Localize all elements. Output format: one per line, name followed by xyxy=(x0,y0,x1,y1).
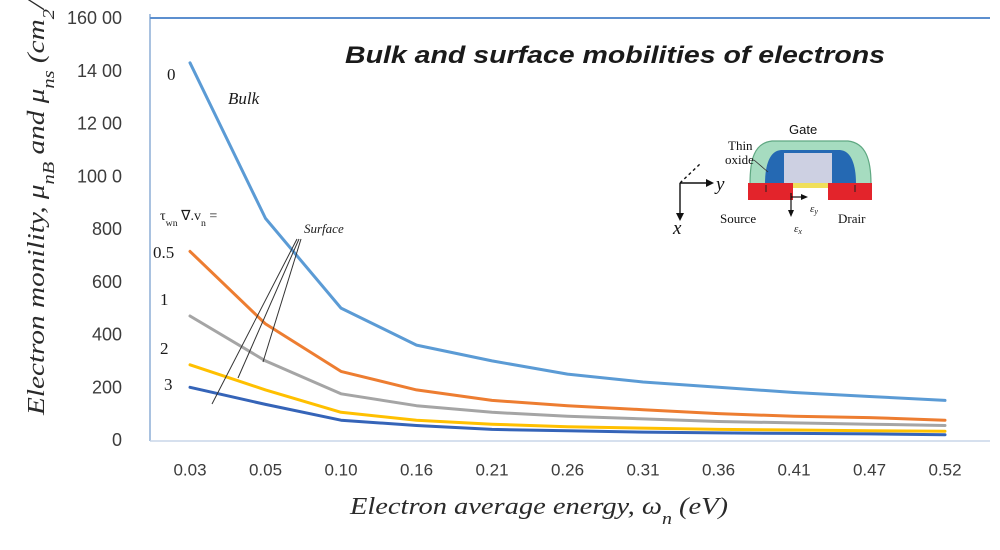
x-axis-label-part: ω xyxy=(642,494,662,520)
y-tick-label: 200 xyxy=(92,377,122,397)
y-axis-label: Electron monility, μnB and μns (cm2/V xyxy=(24,0,58,416)
y-axis-label-part: ns xyxy=(39,70,58,89)
x-tick-label: 0.16 xyxy=(400,461,433,480)
y-tick-label: 600 xyxy=(92,272,122,292)
series-line-0 xyxy=(188,61,947,402)
field-y-label: εy xyxy=(810,203,818,216)
y-axis-label-part: /V xyxy=(24,0,50,11)
y-axis-label-part: and xyxy=(24,103,50,161)
bulk-annotation: Bulk xyxy=(228,89,260,108)
inset-y-axis-label: y xyxy=(714,174,725,195)
y-tick-label: 14 00 xyxy=(77,61,122,81)
surface-annotation: Surface xyxy=(304,221,344,236)
x-tick-label: 0.52 xyxy=(928,461,961,480)
drain-region xyxy=(828,183,872,200)
field-x-arrowhead-icon xyxy=(788,210,794,217)
y-axis-label-part: μ xyxy=(24,184,50,200)
series-line-3 xyxy=(188,385,947,437)
y-arrowhead-icon xyxy=(706,179,714,187)
x-tick-label: 0.47 xyxy=(853,461,886,480)
x-axis-label-part: n xyxy=(662,509,672,528)
thin-oxide-label-line1: Thin xyxy=(728,138,753,153)
series-lines xyxy=(188,61,947,437)
x-axis-label-part: (eV) xyxy=(672,494,728,520)
x-tick-label: 0.26 xyxy=(551,461,584,480)
y-axis-label-part: 2 xyxy=(39,8,58,19)
parameter-annotation: τwn ∇.vn = xyxy=(160,209,217,229)
y-axis-label-part: Electron monility, xyxy=(24,199,50,416)
surface-leader-line xyxy=(262,238,302,363)
channel-region xyxy=(793,183,828,188)
parameter-annotation-part: τ xyxy=(160,209,166,224)
y-axis-label-part: nB xyxy=(39,162,58,185)
x-tick-label: 0.05 xyxy=(249,461,282,480)
x-tick-label: 0.31 xyxy=(626,461,659,480)
inset-x-axis-label: x xyxy=(672,218,682,239)
thin-oxide-label-line2: oxide xyxy=(725,152,754,167)
y-axis-label-part: μ xyxy=(24,89,50,105)
field-y-symbol: ε xyxy=(810,203,815,215)
y-tick-label: 400 xyxy=(92,325,122,345)
field-y-subscript: y xyxy=(813,207,818,216)
chart-title: Bulk and surface mobilities of electrons xyxy=(345,42,885,69)
field-x-subscript: x xyxy=(797,227,802,236)
oxide-leader-line xyxy=(753,159,769,173)
x-tick-labels: 0.03 0.05 0.10 0.16 0.21 0.26 0.31 0.36 0.41 0.47… xyxy=(173,461,961,480)
x-tick-label: 0.03 xyxy=(173,461,206,480)
field-x-symbol: ε xyxy=(794,223,799,235)
y-tick-labels: 0 200 400 600 800 100 0 12 00 14 00 160 00 xyxy=(67,8,122,450)
field-x-label: εx xyxy=(794,223,802,236)
surface-leader-line xyxy=(211,238,298,405)
x-axis-label-part: Electron average energy, xyxy=(349,494,642,520)
x-tick-label: 0.41 xyxy=(777,461,810,480)
parameter-annotation-part: wn xyxy=(166,218,178,229)
series-line-0-5 xyxy=(188,249,947,422)
field-y-arrowhead-icon xyxy=(801,194,808,200)
series-line-2 xyxy=(188,363,947,433)
y-tick-label: 12 00 xyxy=(77,114,122,134)
parameter-annotation-part: n xyxy=(201,218,206,229)
y-tick-label: 100 0 xyxy=(77,166,122,186)
parameter-annotation-part: ∇.v xyxy=(178,209,201,224)
x-tick-label: 0.36 xyxy=(702,461,735,480)
source-label: Source xyxy=(720,211,756,226)
surface-leader-lines xyxy=(211,238,302,405)
series-label-2: 2 xyxy=(160,339,169,358)
x-tick-label: 0.21 xyxy=(475,461,508,480)
series-line-1 xyxy=(188,314,947,427)
series-label-0: 0 xyxy=(167,65,176,84)
parameter-annotation-part: = xyxy=(206,209,218,224)
z-axis-dashed xyxy=(679,163,701,184)
plot-frame xyxy=(149,14,990,442)
source-region xyxy=(748,183,793,200)
gate-body-shape xyxy=(784,153,832,184)
series-label-3: 3 xyxy=(164,375,173,394)
x-tick-label: 0.10 xyxy=(324,461,357,480)
mosfet-inset-diagram: Gate Thin oxide y x εy εx Source Drair xyxy=(672,122,872,239)
y-axis-label-part: (cm xyxy=(24,19,50,70)
y-tick-label: 800 xyxy=(92,219,122,239)
y-tick-label: 160 00 xyxy=(67,8,122,28)
y-tick-label: 0 xyxy=(112,430,122,450)
series-label-0-5: 0.5 xyxy=(153,243,174,262)
x-arrowhead-icon xyxy=(676,213,684,221)
series-label-1: 1 xyxy=(160,290,169,309)
drain-label: Drair xyxy=(838,211,866,226)
surface-leader-line xyxy=(237,238,300,379)
gate-label: Gate xyxy=(789,122,817,137)
